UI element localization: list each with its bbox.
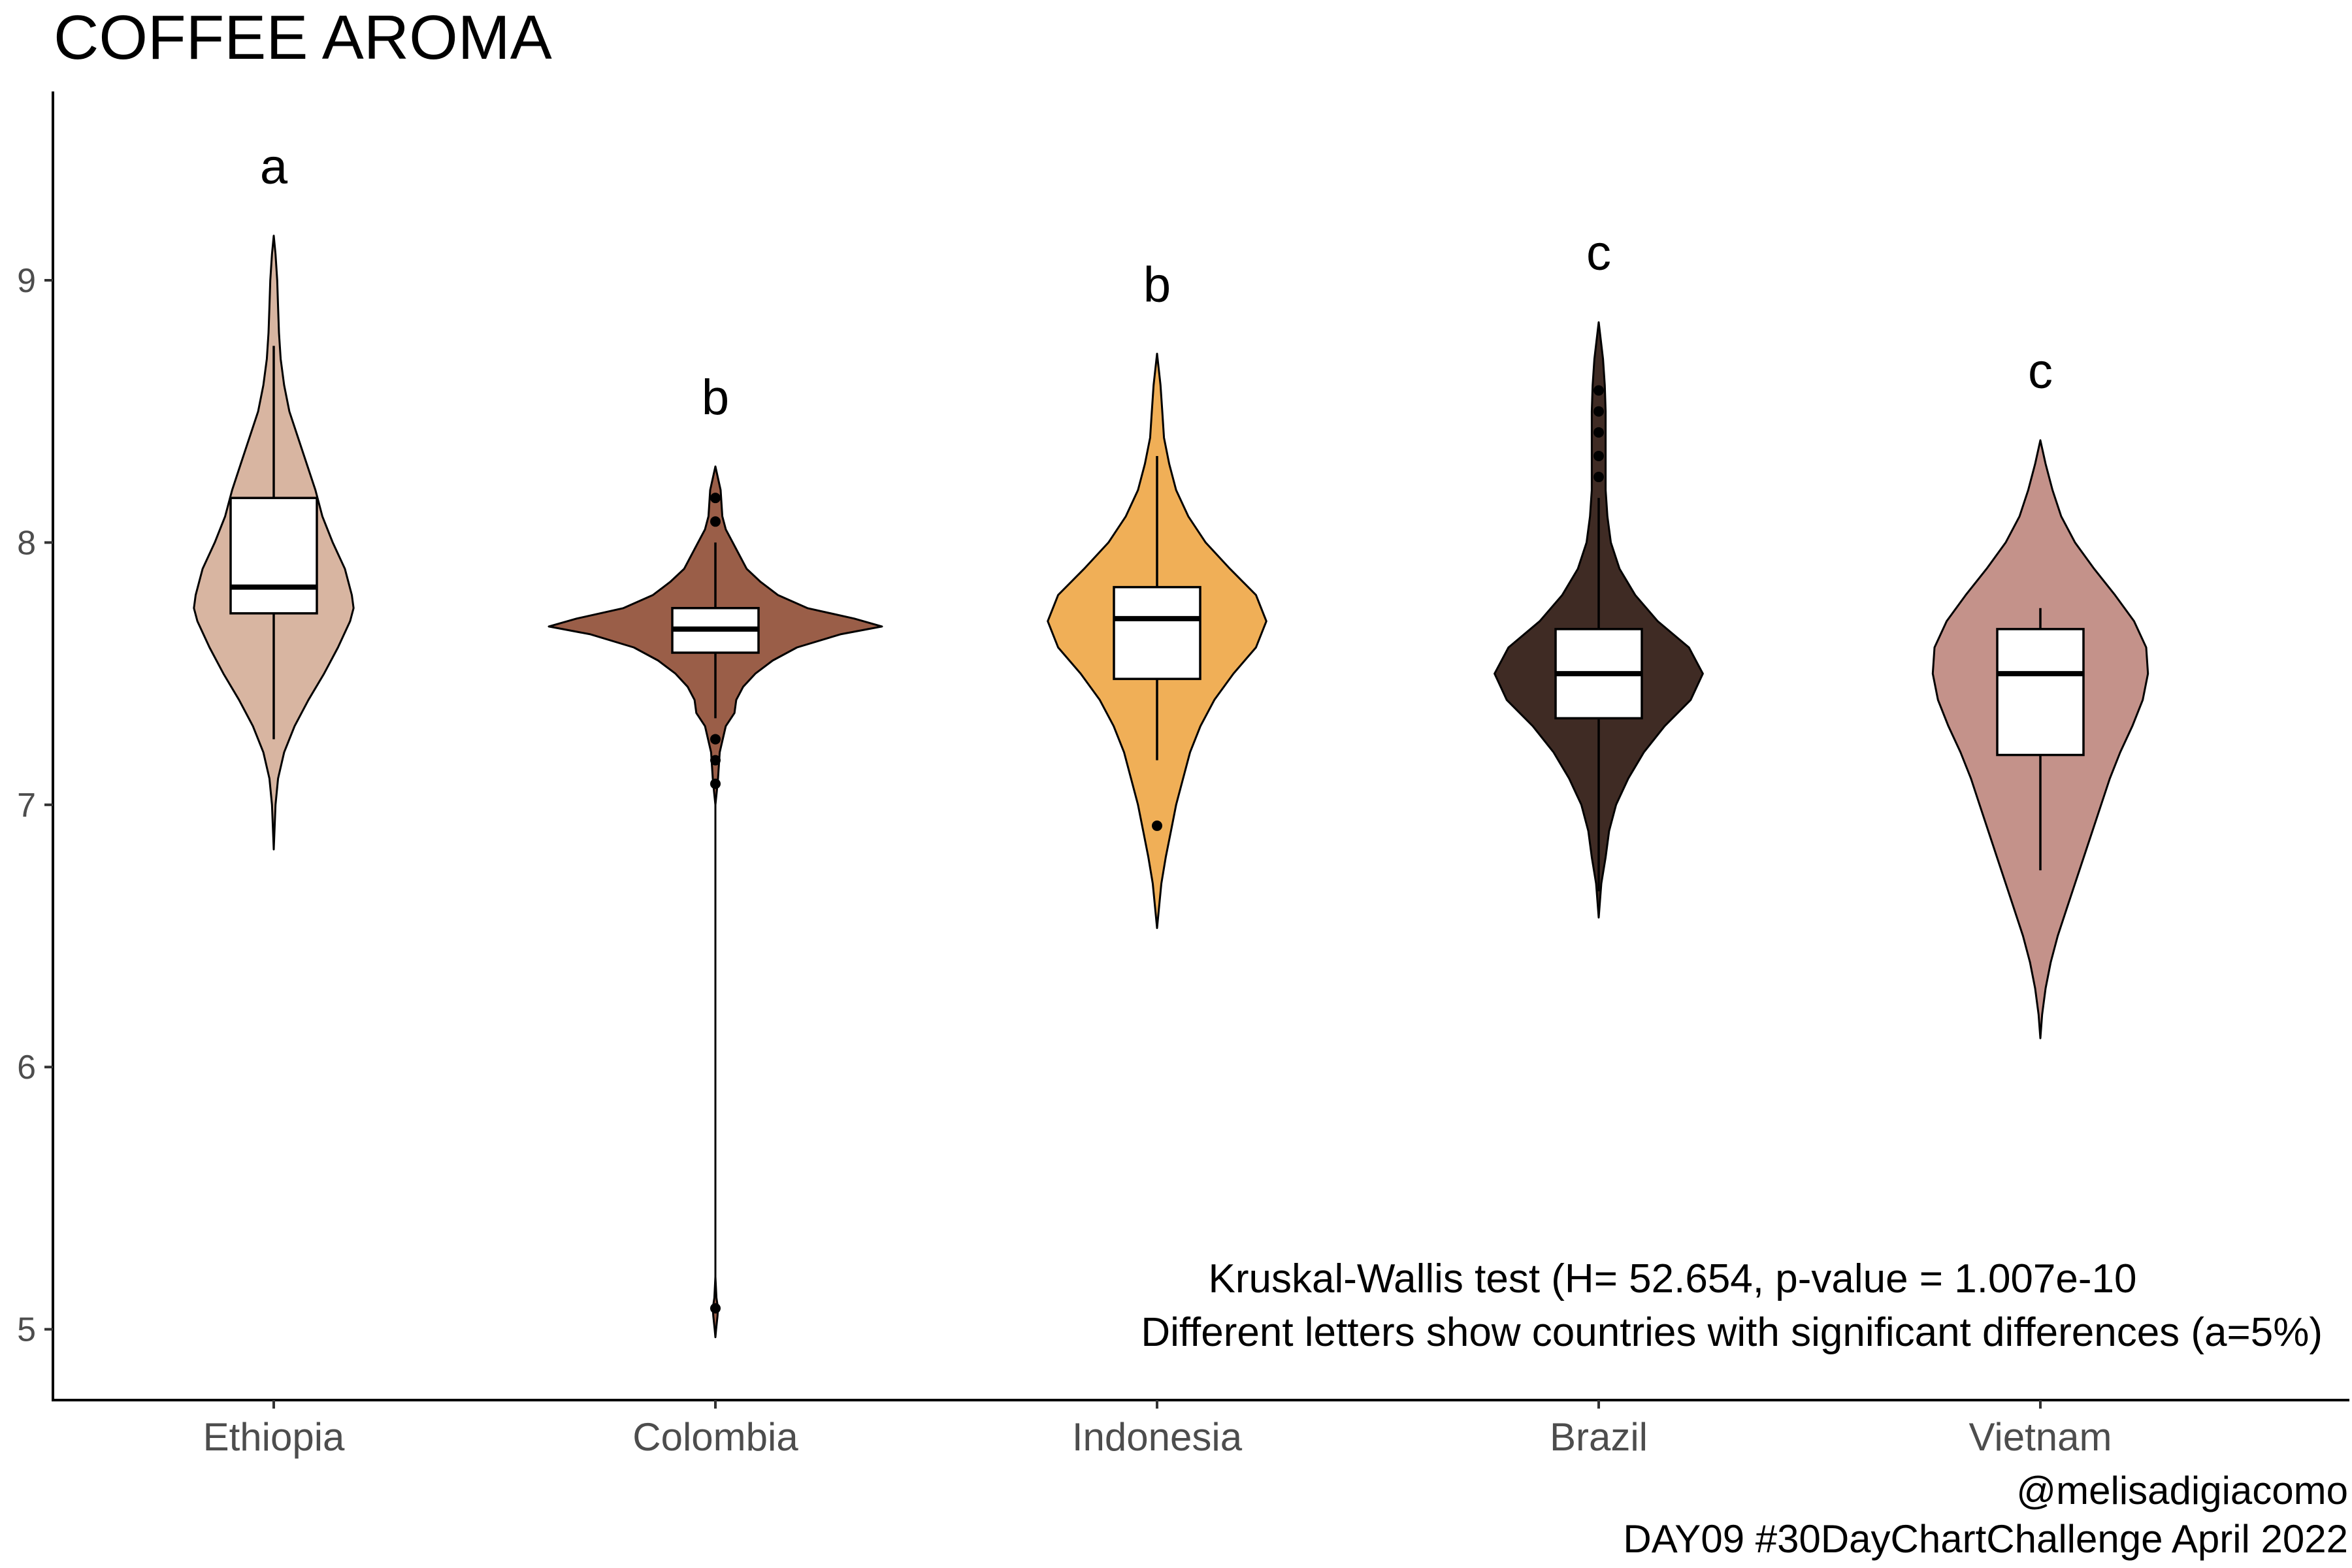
x-tick-label-ethiopia: Ethiopia xyxy=(203,1415,345,1459)
outlier-brazil-1 xyxy=(1593,450,1604,461)
outlier-colombia-2 xyxy=(710,778,721,789)
outlier-colombia-5 xyxy=(710,1303,721,1314)
outlier-brazil-0 xyxy=(1593,472,1604,483)
y-tick-label-8: 8 xyxy=(17,524,36,562)
y-tick-label-9: 9 xyxy=(17,262,36,300)
outlier-colombia-3 xyxy=(710,516,721,527)
outlier-brazil-4 xyxy=(1593,385,1604,396)
outlier-colombia-1 xyxy=(710,755,721,766)
letter-ethiopia: a xyxy=(260,139,288,195)
boxplots-layer xyxy=(229,346,2085,1314)
box-indonesia xyxy=(1113,585,1201,680)
x-axis: Ethiopia Colombia Indonesia Brazil Vietnam xyxy=(203,1400,2112,1459)
outlier-indonesia-0 xyxy=(1152,820,1162,831)
x-tick-label-colombia: Colombia xyxy=(632,1415,798,1459)
outlier-colombia-4 xyxy=(710,493,721,504)
letter-brazil: c xyxy=(1586,225,1611,281)
x-tick-label-indonesia: Indonesia xyxy=(1072,1415,1243,1459)
letter-colombia: b xyxy=(702,370,729,425)
outlier-brazil-2 xyxy=(1593,427,1604,438)
box-ethiopia xyxy=(229,497,318,615)
significance-letters: a b b c c xyxy=(260,139,2053,425)
outlier-brazil-3 xyxy=(1593,406,1604,417)
letter-indonesia: b xyxy=(1143,257,1171,312)
caption-author: @melisadigiacomo xyxy=(2016,1469,2348,1512)
kruskal-wallis-annotation: Kruskal-Wallis test (H= 52.654, p-value … xyxy=(1209,1256,2137,1301)
y-tick-label-5: 5 xyxy=(17,1311,36,1349)
x-tick-label-vietnam: Vietnam xyxy=(1968,1415,2112,1459)
y-tick-label-6: 6 xyxy=(17,1049,36,1086)
letters-explanation-annotation: Different letters show countries with si… xyxy=(1141,1310,2323,1355)
outlier-colombia-0 xyxy=(710,734,721,745)
x-tick-label-brazil: Brazil xyxy=(1550,1415,1648,1459)
y-tick-label-7: 7 xyxy=(17,787,36,825)
chart-title: COFFEE AROMA xyxy=(54,3,552,73)
caption-challenge: DAY09 #30DayChartChallenge April 2022 xyxy=(1623,1517,2348,1561)
box-vietnam xyxy=(1996,628,2085,757)
y-axis: 5 6 7 8 9 xyxy=(17,262,53,1349)
letter-vietnam: c xyxy=(2028,344,2053,399)
